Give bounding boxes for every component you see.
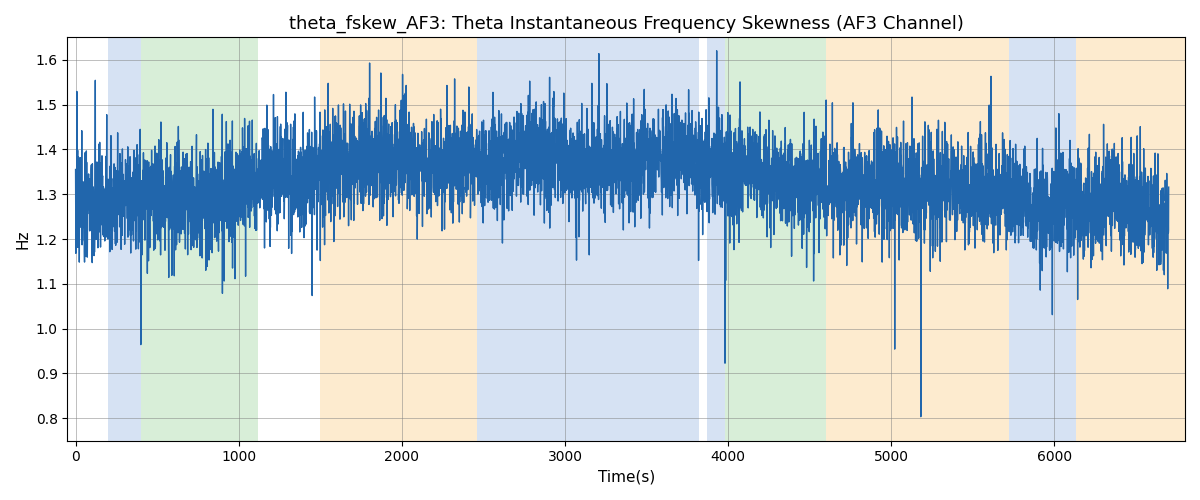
Title: theta_fskew_AF3: Theta Instantaneous Frequency Skewness (AF3 Channel): theta_fskew_AF3: Theta Instantaneous Fre… [289,15,964,34]
Y-axis label: Hz: Hz [16,230,30,249]
Bar [108,38,140,440]
Bar [320,38,476,440]
Bar [725,38,826,440]
Bar [869,38,1009,440]
X-axis label: Time(s): Time(s) [598,470,655,485]
Bar [826,38,869,440]
Bar [1075,38,1184,440]
Bar [1009,38,1075,440]
Bar [140,38,258,440]
Bar [476,38,698,440]
Bar [707,38,725,440]
